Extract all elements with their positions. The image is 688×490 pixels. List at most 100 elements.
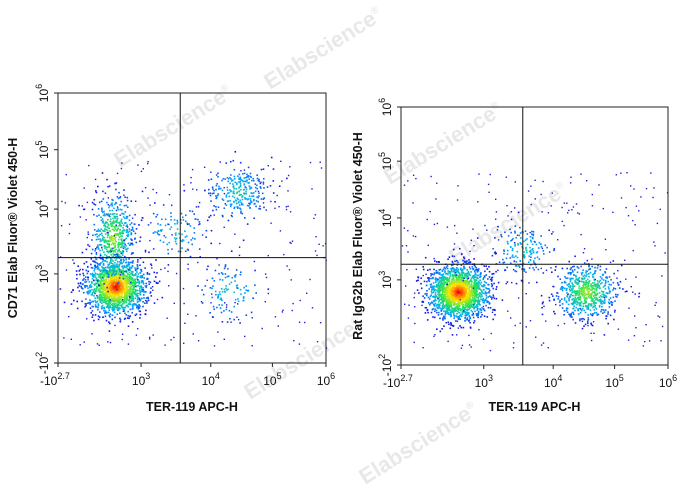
event-dot bbox=[111, 300, 114, 302]
event-dot bbox=[481, 291, 483, 294]
event-dot bbox=[91, 316, 94, 318]
event-dot bbox=[171, 234, 173, 236]
event-dot bbox=[126, 228, 128, 231]
event-dot bbox=[117, 246, 120, 248]
event-dot bbox=[457, 261, 459, 264]
event-dot bbox=[95, 258, 98, 261]
event-dot bbox=[439, 288, 442, 291]
event-dot bbox=[121, 232, 124, 235]
event-dot bbox=[111, 318, 114, 321]
event-dot bbox=[449, 288, 451, 291]
event-dot bbox=[118, 293, 120, 296]
event-dot bbox=[113, 215, 115, 218]
event-dot bbox=[117, 279, 120, 281]
event-dot bbox=[88, 302, 91, 304]
event-dot bbox=[119, 232, 122, 234]
event-dot bbox=[180, 240, 182, 242]
event-dot bbox=[125, 266, 128, 269]
event-dot bbox=[245, 187, 248, 189]
event-dot bbox=[96, 236, 99, 238]
event-dot bbox=[466, 303, 468, 305]
event-dot bbox=[95, 283, 97, 285]
event-dot bbox=[131, 274, 134, 276]
event-dot bbox=[127, 242, 130, 245]
event-dot bbox=[482, 278, 484, 281]
event-dot bbox=[484, 299, 487, 301]
event-dot bbox=[447, 311, 450, 314]
event-dot bbox=[433, 296, 435, 298]
event-dot bbox=[559, 288, 562, 290]
event-dot bbox=[113, 275, 115, 278]
event-dot bbox=[600, 290, 603, 293]
event-dot bbox=[137, 273, 140, 275]
event-dot bbox=[112, 256, 115, 258]
event-dot bbox=[114, 304, 117, 307]
event-dot bbox=[119, 223, 121, 226]
event-dot bbox=[91, 333, 93, 335]
event-dot bbox=[228, 283, 231, 285]
event-dot bbox=[425, 284, 428, 287]
event-dot bbox=[593, 312, 596, 314]
event-dot bbox=[130, 273, 132, 275]
event-dot bbox=[245, 285, 247, 287]
event-dot bbox=[472, 294, 475, 297]
event-dot bbox=[121, 231, 124, 234]
event-dot bbox=[449, 286, 451, 288]
event-dot bbox=[447, 286, 449, 289]
event-dot bbox=[131, 262, 134, 264]
event-dot bbox=[473, 289, 475, 292]
event-dot bbox=[492, 294, 495, 296]
event-dot bbox=[232, 159, 235, 162]
event-dot bbox=[474, 289, 477, 291]
event-dot bbox=[453, 315, 456, 317]
event-dot bbox=[603, 311, 606, 313]
event-dot bbox=[128, 296, 131, 298]
event-dot bbox=[452, 312, 455, 315]
event-dot bbox=[113, 247, 115, 249]
event-dot bbox=[251, 179, 253, 182]
event-dot bbox=[112, 217, 114, 220]
event-dot bbox=[206, 268, 208, 271]
event-dot bbox=[469, 327, 472, 329]
event-dot bbox=[112, 309, 114, 312]
event-dot bbox=[126, 224, 128, 226]
event-dot bbox=[118, 288, 120, 290]
event-dot bbox=[479, 275, 482, 278]
event-dot bbox=[234, 233, 236, 235]
event-dot bbox=[130, 242, 133, 245]
event-dot bbox=[485, 265, 487, 267]
event-dot bbox=[480, 311, 483, 314]
event-dot bbox=[115, 182, 118, 184]
event-dot bbox=[109, 341, 112, 344]
event-dot bbox=[134, 267, 136, 269]
event-dot bbox=[458, 316, 460, 318]
event-dot bbox=[465, 281, 467, 284]
event-dot bbox=[95, 288, 98, 290]
event-dot bbox=[130, 286, 132, 289]
event-dot bbox=[236, 197, 239, 200]
event-dot bbox=[103, 210, 105, 213]
event-dot bbox=[447, 287, 450, 289]
event-dot bbox=[471, 298, 474, 301]
event-dot bbox=[252, 199, 255, 202]
event-dot bbox=[108, 206, 110, 209]
event-dot bbox=[454, 300, 457, 302]
event-dot bbox=[101, 302, 103, 304]
event-dot bbox=[248, 202, 250, 205]
event-dot bbox=[597, 264, 599, 267]
event-dot bbox=[117, 304, 119, 307]
event-dot bbox=[109, 269, 112, 271]
event-dot bbox=[131, 272, 134, 275]
event-dot bbox=[471, 289, 473, 291]
event-dot bbox=[480, 293, 483, 296]
event-dot bbox=[462, 283, 465, 285]
event-dot bbox=[89, 285, 92, 287]
event-dot bbox=[79, 282, 82, 284]
event-dot bbox=[233, 178, 236, 180]
event-dot bbox=[473, 321, 475, 324]
event-dot bbox=[91, 291, 94, 294]
event-dot bbox=[236, 191, 239, 193]
event-dot bbox=[137, 295, 139, 297]
event-dot bbox=[443, 300, 446, 303]
